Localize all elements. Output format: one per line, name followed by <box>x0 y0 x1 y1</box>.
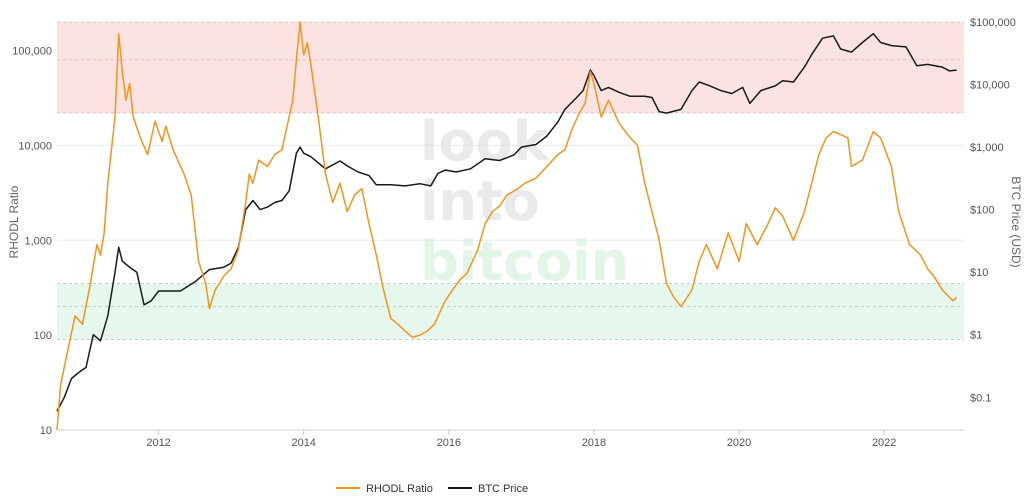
axes: 2012 2014 2016 2018 2020 2022 10 100 1,000 10,000… <box>12 17 1016 449</box>
left-tick-label: 1,000 <box>24 235 52 247</box>
undervalued-band <box>57 283 964 340</box>
x-tick-label: 2020 <box>727 437 751 449</box>
legend: RHODL Ratio BTC Price <box>336 483 528 495</box>
legend-btc-label[interactable]: BTC Price <box>478 483 528 495</box>
legend-rhodl-label[interactable]: RHODL Ratio <box>366 483 433 495</box>
x-tick-label: 2022 <box>872 437 896 449</box>
left-tick-label: 100 <box>34 330 52 342</box>
right-tick-label: $100 <box>970 205 994 217</box>
left-tick-label: 10,000 <box>18 140 52 152</box>
btc-price-line <box>56 32 957 412</box>
right-tick-label: $10,000 <box>970 80 1010 92</box>
rhodl-ratio-line <box>56 21 958 431</box>
x-tick-label: 2014 <box>291 437 315 449</box>
lookintobitcoin-watermark: look into bitcoin <box>420 110 629 293</box>
right-axis-title: BTC Price (USD) <box>1009 176 1023 267</box>
left-tick-label: 10 <box>40 425 52 437</box>
x-tick-label: 2012 <box>146 437 170 449</box>
x-tick-label: 2018 <box>582 437 606 449</box>
x-tick-label: 2016 <box>437 437 461 449</box>
series-lines <box>56 21 958 431</box>
right-tick-label: $1,000 <box>970 142 1004 154</box>
left-tick-label: 100,000 <box>12 46 52 58</box>
right-tick-label: $100,000 <box>970 17 1016 29</box>
watermark-look: look <box>420 110 550 173</box>
watermark-into: into <box>420 170 540 233</box>
right-tick-label: $0.1 <box>970 392 991 404</box>
right-tick-label: $1 <box>970 330 982 342</box>
zone-bands <box>57 21 964 340</box>
watermark-bitcoin: bitcoin <box>420 230 629 293</box>
left-axis-title: RHODL Ratio <box>7 185 21 258</box>
right-tick-label: $10 <box>970 267 988 279</box>
overheated-band <box>57 22 964 113</box>
